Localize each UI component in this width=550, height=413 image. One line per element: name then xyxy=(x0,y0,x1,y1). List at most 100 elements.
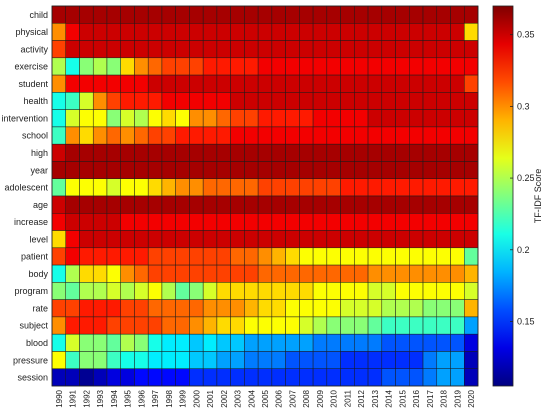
heatmap-cell xyxy=(395,92,410,110)
heatmap-cell xyxy=(299,213,314,231)
heatmap-cell xyxy=(271,213,286,231)
colorbar-tick-label: 0.2 xyxy=(517,245,530,255)
heatmap-cell xyxy=(299,5,314,24)
heatmap-cell xyxy=(65,213,80,231)
heatmap-cell xyxy=(92,74,108,93)
heatmap-cell xyxy=(161,213,176,231)
heatmap-cell xyxy=(409,57,424,76)
heatmap-cell xyxy=(381,333,396,352)
heatmap-cell xyxy=(409,92,424,110)
heatmap-cell xyxy=(450,299,465,318)
heatmap-cell xyxy=(422,57,438,76)
heatmap-cell xyxy=(244,316,259,335)
heatmap-cell xyxy=(381,5,396,24)
heatmap-cell xyxy=(92,333,108,352)
y-tick-label: subject xyxy=(19,321,48,331)
heatmap-cell xyxy=(65,333,80,352)
heatmap-cell xyxy=(202,282,218,300)
heatmap-cell xyxy=(257,23,273,41)
heatmap-cell xyxy=(65,161,80,179)
heatmap-cell xyxy=(106,178,121,197)
x-tick-label: 1993 xyxy=(96,389,105,407)
heatmap-cell xyxy=(354,74,369,93)
heatmap-cell xyxy=(299,109,314,128)
heatmap-cell xyxy=(409,5,424,24)
heatmap-cell xyxy=(257,5,273,24)
heatmap-cell xyxy=(92,57,108,76)
heatmap-cell xyxy=(65,57,80,76)
heatmap-cell xyxy=(367,299,383,318)
heatmap-cell xyxy=(134,143,149,162)
heatmap-cell xyxy=(436,230,451,249)
heatmap-cell xyxy=(230,143,245,162)
heatmap-cell xyxy=(354,247,369,266)
heatmap-cell xyxy=(147,143,163,162)
heatmap-cell xyxy=(299,126,314,145)
heatmap-cell xyxy=(312,40,328,59)
heatmap-cell xyxy=(354,264,369,283)
heatmap-cell xyxy=(340,92,355,110)
heatmap-cell xyxy=(271,23,286,41)
heatmap-cell xyxy=(422,299,438,318)
heatmap-cell xyxy=(161,282,176,300)
heatmap-cell xyxy=(381,368,396,387)
x-tick-label: 2001 xyxy=(206,389,215,407)
heatmap-cell xyxy=(340,5,355,24)
heatmap-cell xyxy=(175,316,190,335)
heatmap-cell xyxy=(354,126,369,145)
heatmap-cell xyxy=(216,282,231,300)
heatmap-cell xyxy=(175,161,190,179)
heatmap-cell xyxy=(340,351,355,369)
heatmap-cell xyxy=(464,264,479,283)
heatmap-cell xyxy=(409,109,424,128)
heatmap-cell xyxy=(51,109,66,128)
heatmap-cell xyxy=(161,74,176,93)
heatmap-cell xyxy=(409,74,424,93)
y-tick-label: exercise xyxy=(14,62,48,72)
heatmap-cell xyxy=(285,213,300,231)
heatmap-cell xyxy=(244,178,259,197)
heatmap-cell xyxy=(381,143,396,162)
heatmap-cell xyxy=(395,213,410,231)
heatmap-cell xyxy=(395,74,410,93)
heatmap-cell xyxy=(120,299,135,318)
heatmap-cell xyxy=(271,74,286,93)
heatmap-cell xyxy=(202,264,218,283)
heatmap-cell xyxy=(161,195,176,214)
heatmap-cell xyxy=(285,126,300,145)
heatmap-cell xyxy=(464,74,479,93)
heatmap-cell xyxy=(340,299,355,318)
heatmap-cell xyxy=(230,351,245,369)
heatmap-cell xyxy=(230,368,245,387)
heatmap-cell xyxy=(92,299,108,318)
heatmap-cell xyxy=(202,247,218,266)
heatmap-cell xyxy=(216,57,231,76)
heatmap-cell xyxy=(299,316,314,335)
heatmap-cell xyxy=(202,213,218,231)
heatmap-cell xyxy=(367,213,383,231)
heatmap-cell xyxy=(326,143,341,162)
heatmap-cell xyxy=(299,230,314,249)
heatmap-cell xyxy=(340,57,355,76)
heatmap-cell xyxy=(409,264,424,283)
y-tick-label: increase xyxy=(14,217,48,227)
heatmap-cell xyxy=(147,40,163,59)
heatmap-cell xyxy=(161,92,176,110)
heatmap-cell xyxy=(464,5,479,24)
heatmap-cell xyxy=(134,126,149,145)
heatmap-cell xyxy=(202,161,218,179)
heatmap-cell xyxy=(79,368,94,387)
y-tick-label: school xyxy=(22,131,48,141)
heatmap-cell xyxy=(189,213,204,231)
heatmap-cell xyxy=(147,247,163,266)
heatmap-cell xyxy=(134,92,149,110)
heatmap-cell xyxy=(312,316,328,335)
heatmap-cell xyxy=(299,195,314,214)
heatmap-cell xyxy=(230,264,245,283)
heatmap-cell xyxy=(464,23,479,41)
heatmap-cell xyxy=(257,213,273,231)
heatmap-cell xyxy=(161,23,176,41)
x-tick-label: 2013 xyxy=(371,389,380,407)
heatmap-cell xyxy=(381,74,396,93)
heatmap-cell xyxy=(354,333,369,352)
